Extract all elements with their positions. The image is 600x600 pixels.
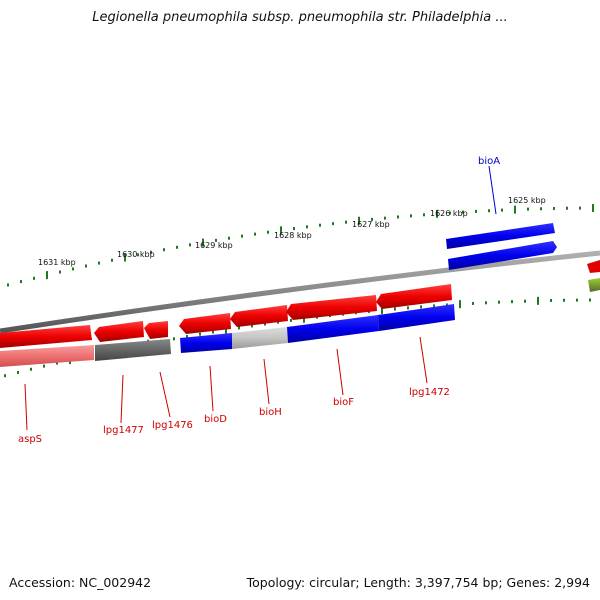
ruler-labels: 1631 kbp 1630 kbp 1629 kbp 1628 kbp 1627…: [38, 196, 546, 267]
gene-lpg1472-lower[interactable]: [378, 304, 455, 331]
ruler-label: 1628 kbp: [274, 231, 312, 240]
gene-label-bioF[interactable]: bioF: [333, 397, 354, 408]
leader-lpg1477: [120, 374, 124, 424]
gene-label-bioD[interactable]: bioD: [204, 414, 227, 425]
gene-right-edge-green[interactable]: [588, 278, 600, 292]
gene-label-bioA[interactable]: bioA: [478, 156, 500, 167]
ruler-label: 1627 kbp: [352, 220, 390, 229]
gene-label-lpg1472[interactable]: lpg1472: [409, 387, 450, 398]
leader-bioF: [336, 348, 344, 396]
gene-right-edge-red[interactable]: [587, 260, 600, 273]
leader-lpg1476: [159, 371, 171, 418]
accession-text: Accession: NC_002942: [9, 575, 152, 590]
topology-text: Topology: circular; Length: 3,397,754 bp…: [246, 575, 590, 590]
leader-bioD: [209, 365, 214, 412]
gene-bioH-lower[interactable]: [232, 327, 288, 349]
gene-lpg1477-lower[interactable]: [95, 339, 171, 361]
gene-aspS-lower[interactable]: [0, 345, 94, 367]
gene-lpg1472-arrow[interactable]: [376, 284, 452, 309]
ruler-label: 1625 kbp: [508, 196, 546, 205]
genome-backbone: [0, 250, 600, 334]
map-title: Legionella pneumophila subsp. pneumophil…: [92, 10, 508, 25]
gene-bioD-arrow[interactable]: [179, 313, 231, 334]
gene-lpg1477-arrow[interactable]: [94, 321, 144, 342]
leader-bioH: [263, 358, 270, 405]
gene-lpg1476-arrow[interactable]: [144, 321, 168, 339]
gene-bioA-track2[interactable]: [448, 241, 557, 270]
gene-bioF-lower[interactable]: [287, 315, 379, 343]
gene-leader-lines: [24, 165, 497, 431]
gene-bioD-lower[interactable]: [180, 333, 232, 353]
outer-tick-ring: [7, 204, 594, 287]
gene-labels: bioA aspS lpg1477 lpg1476 bioD bioH bioF…: [18, 156, 500, 445]
gene-bioF-arrow[interactable]: [286, 295, 377, 320]
ruler-label: 1626 kbp: [430, 209, 468, 218]
ruler-label: 1630 kbp: [117, 250, 155, 259]
gene-label-lpg1477[interactable]: lpg1477: [103, 425, 144, 436]
gene-label-lpg1476[interactable]: lpg1476: [152, 420, 193, 431]
leader-aspS: [24, 383, 28, 431]
gene-bioA[interactable]: [446, 223, 555, 249]
leader-bioA: [488, 165, 497, 215]
gene-bioH-arrow[interactable]: [230, 305, 288, 327]
gene-label-bioH[interactable]: bioH: [259, 407, 282, 418]
leader-lpg1472: [419, 336, 428, 384]
gene-label-aspS[interactable]: aspS: [18, 434, 42, 445]
ruler-label: 1631 kbp: [38, 258, 76, 267]
ruler-label: 1629 kbp: [195, 241, 233, 250]
gene-aspS[interactable]: [0, 325, 92, 348]
